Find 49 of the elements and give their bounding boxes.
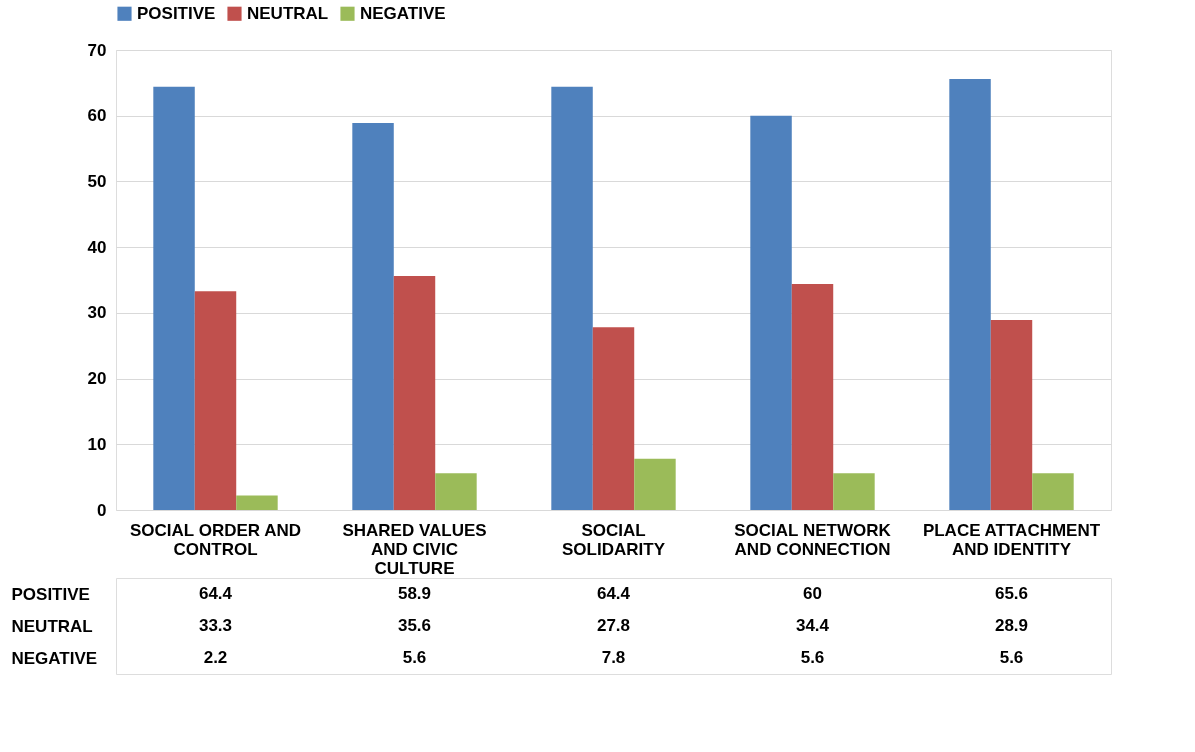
y-tick-label: 0	[97, 500, 107, 520]
data-label: 58.9	[397, 584, 432, 603]
legend-label: POSITIVE	[137, 3, 216, 23]
bar	[194, 291, 237, 510]
x-tick-label: SOCIAL SOLIDARITY	[562, 520, 666, 559]
x-tick-label: SOCIAL ORDER AND CONTROL	[130, 520, 301, 559]
bar	[750, 115, 792, 510]
y-tick-label: 70	[87, 40, 107, 60]
bar	[791, 283, 834, 510]
y-tick-label: 30	[87, 303, 107, 323]
bar	[990, 320, 1033, 510]
bar	[393, 276, 436, 510]
bar	[833, 473, 875, 510]
data-label: 34.4	[795, 616, 830, 635]
data-label: 7.8	[601, 648, 626, 667]
bar	[435, 473, 477, 510]
bar	[634, 458, 676, 510]
data-label: 35.6	[397, 616, 432, 635]
bar	[236, 495, 278, 510]
bar	[352, 122, 394, 510]
data-label: 28.9	[994, 616, 1029, 635]
data-label: 5.6	[800, 648, 825, 667]
bar	[592, 327, 635, 510]
data-label: 2.2	[203, 648, 228, 667]
data-label: 5.6	[999, 648, 1024, 667]
text: NEUTRAL	[11, 616, 93, 636]
text: POSITIVE	[11, 584, 90, 604]
legend-label: NEGATIVE	[360, 3, 446, 23]
bar	[153, 86, 195, 510]
x-tick-label: PLACE ATTACHMENT AND IDENTITY	[922, 520, 1101, 559]
data-label: 5.6	[402, 648, 427, 667]
data-label: 60	[803, 584, 822, 603]
data-label: 64.4	[596, 584, 631, 603]
bar	[551, 86, 593, 510]
legend-label: NEUTRAL	[247, 3, 329, 23]
data-label: 33.3	[198, 616, 233, 635]
y-tick-label: 10	[87, 434, 107, 454]
y-tick-label: 40	[87, 237, 107, 257]
x-tick-label: SHARED VALUES AND CIVIC CULTURE	[342, 520, 487, 578]
data-label: 64.4	[198, 584, 233, 603]
y-tick-label: 20	[87, 369, 107, 389]
bar	[949, 78, 991, 510]
data-label: 27.8	[596, 616, 631, 635]
data-label: 65.6	[994, 584, 1029, 603]
y-tick-label: 60	[87, 106, 107, 126]
text: NEGATIVE	[11, 648, 98, 668]
bar	[1032, 473, 1074, 510]
y-tick-label: 50	[87, 171, 107, 191]
x-tick-label: SOCIAL NETWORK AND CONNECTION	[734, 520, 892, 559]
